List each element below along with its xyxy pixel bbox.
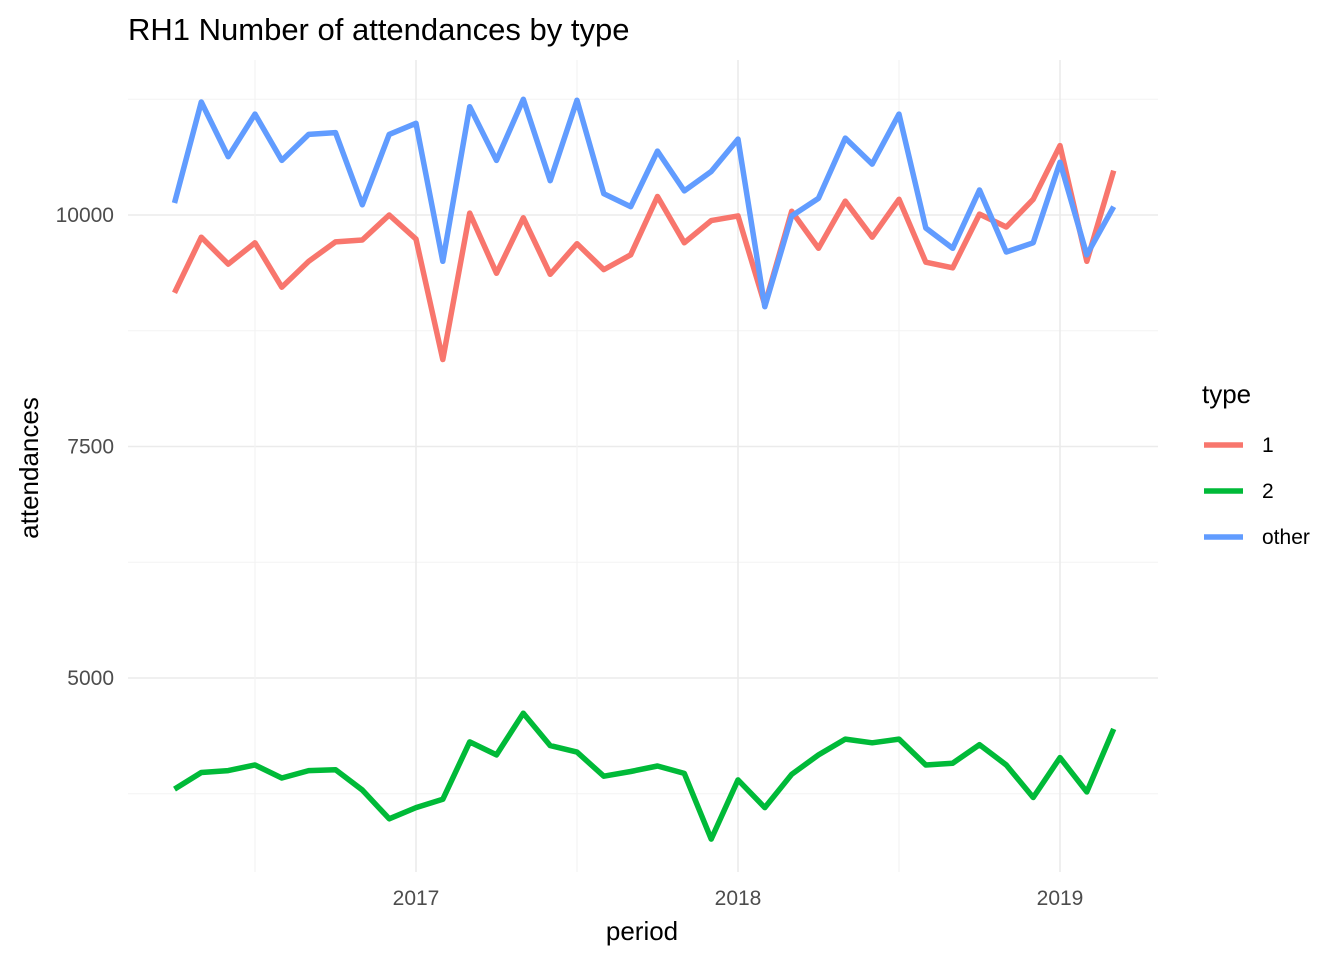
- y-tick-label: 10000: [56, 204, 114, 227]
- y-tick-label: 7500: [67, 436, 114, 459]
- chart-title: RH1 Number of attendances by type: [128, 12, 629, 47]
- x-tick-label: 2019: [1037, 887, 1084, 910]
- y-tick-label: 5000: [67, 667, 114, 690]
- grid: [128, 60, 1158, 872]
- legend-label-2: 2: [1262, 480, 1274, 503]
- legend-label-other: other: [1262, 526, 1310, 549]
- series-line-other: [171, 96, 1117, 310]
- legend-label-1: 1: [1262, 434, 1274, 457]
- series-line-1: [172, 142, 1117, 363]
- x-axis-title: period: [606, 916, 678, 946]
- x-tick-label: 2017: [393, 887, 440, 910]
- legend-title: type: [1202, 379, 1251, 409]
- x-tick-label: 2018: [715, 887, 762, 910]
- series-line-2: [173, 710, 1117, 842]
- legend: type 1 2 other: [1202, 379, 1310, 549]
- x-axis-ticks: 2017 2018 2019: [393, 887, 1084, 910]
- series-lines: [171, 96, 1117, 842]
- y-axis-title: attendances: [14, 397, 44, 539]
- y-axis-ticks: 5000 7500 10000: [56, 204, 114, 690]
